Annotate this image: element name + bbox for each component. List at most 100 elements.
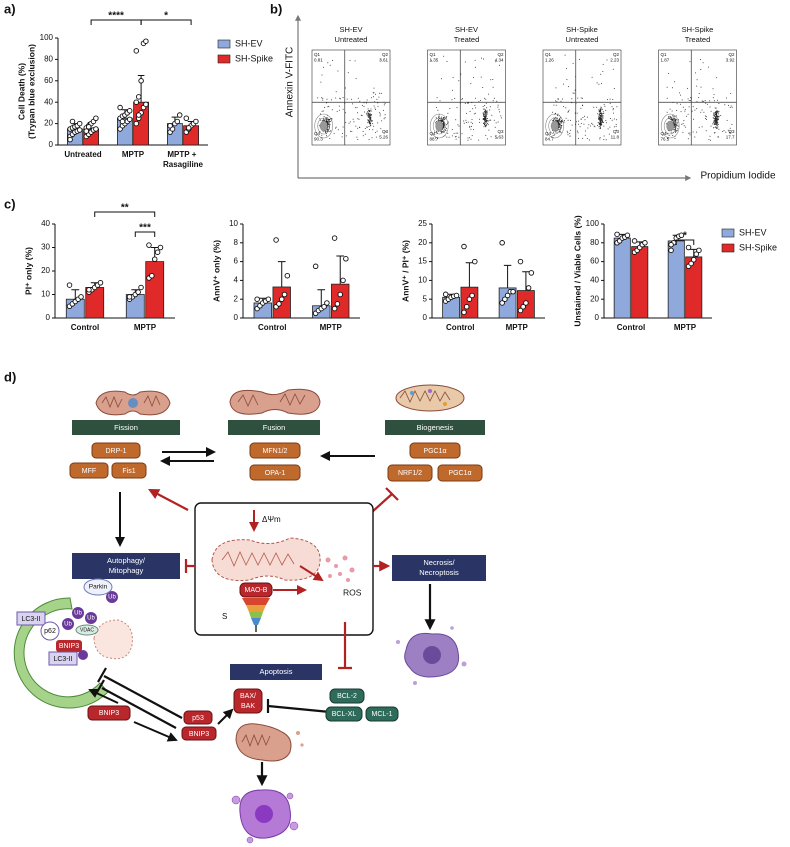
damaged-mitochondrion: [93, 619, 133, 660]
event-dot: [326, 130, 328, 132]
event-dot: [600, 119, 602, 121]
event-dot: [366, 114, 368, 116]
data-point: [517, 258, 524, 265]
arrow: [88, 688, 119, 704]
event-dot: [441, 116, 443, 118]
event-dot: [666, 97, 668, 99]
protein-pill: [181, 726, 217, 741]
event-dot: [600, 126, 601, 128]
x-tick-label: MPTP: [506, 323, 529, 332]
data-point: [149, 272, 155, 279]
event-dot: [694, 109, 696, 111]
data-point: [614, 231, 620, 238]
event-dot: [322, 118, 324, 120]
density-contour: [550, 120, 559, 132]
event-dot: [342, 97, 344, 99]
event-dot: [455, 132, 457, 134]
event-dot: [370, 125, 372, 127]
event-dot: [698, 92, 700, 94]
event-dot: [483, 115, 485, 117]
event-dot: [318, 124, 320, 126]
event-dot: [579, 58, 581, 60]
event-dot: [716, 113, 717, 115]
data-point: [135, 289, 141, 295]
event-dot: [345, 112, 346, 114]
event-dot: [345, 135, 347, 137]
event-dot: [328, 105, 330, 107]
bar: [331, 283, 350, 319]
event-dot: [463, 122, 465, 124]
event-dot: [369, 114, 371, 115]
y-tick-label: 4: [234, 276, 239, 285]
quadrant-name: Q3: [613, 129, 620, 134]
event-dot: [485, 126, 486, 128]
event-dot: [448, 136, 450, 138]
y-tick-label: 20: [44, 119, 53, 128]
event-dot: [599, 119, 601, 121]
significance-label: ***: [139, 223, 151, 234]
event-dot: [469, 110, 471, 112]
event-dot: [438, 119, 439, 120]
event-dot: [700, 111, 702, 113]
y-axis-title: AnnV⁺ only (%): [211, 240, 221, 302]
event-dot: [696, 101, 698, 103]
event-dot: [717, 99, 718, 101]
event-dot: [436, 121, 437, 123]
error-bar: [71, 289, 80, 300]
event-dot: [602, 70, 604, 72]
event-dot: [347, 72, 349, 74]
autophagy-label: Ub: [74, 611, 82, 617]
event-dot: [560, 121, 562, 123]
event-dot: [471, 119, 473, 121]
event-dot: [485, 115, 487, 117]
event-dot: [676, 130, 678, 132]
event-dot: [716, 117, 717, 119]
protein-pill: [365, 706, 399, 722]
arrow: [133, 721, 178, 742]
event-dot: [330, 130, 332, 132]
event-dot: [370, 117, 372, 119]
event-dot: [472, 129, 474, 131]
event-dot: [489, 119, 491, 121]
event-dot: [557, 129, 559, 131]
event-dot: [326, 135, 327, 137]
event-dot: [482, 108, 484, 110]
data-point: [463, 303, 470, 310]
event-dot: [601, 83, 602, 85]
density-contour: [660, 113, 680, 139]
event-dot: [668, 118, 670, 120]
protein-pill: [239, 582, 273, 598]
panel-label: a): [4, 1, 16, 16]
event-dot: [693, 118, 695, 120]
event-dot: [437, 109, 439, 111]
event-dot: [331, 109, 333, 111]
event-dot: [708, 139, 710, 141]
necrotic-cell: [396, 626, 467, 685]
event-dot: [370, 120, 372, 121]
legend-label: SH-EV: [235, 38, 263, 48]
event-dot: [440, 78, 442, 80]
event-dot: [573, 92, 575, 94]
protein-label: MFN1/2: [263, 448, 288, 455]
event-dot: [598, 83, 600, 85]
event-dot: [676, 124, 678, 126]
data-point: [502, 296, 508, 302]
event-dot: [366, 112, 368, 114]
event-dot: [471, 125, 472, 127]
protein-label: BCL-2: [337, 693, 357, 700]
event-dot: [715, 126, 717, 128]
panel-label: d): [4, 369, 16, 384]
event-dot: [560, 127, 562, 129]
mitochondrion-icon: [95, 390, 171, 416]
event-dot: [561, 125, 563, 127]
x-tick-label: Control: [617, 323, 645, 332]
event-dot: [339, 98, 341, 100]
event-dot: [710, 110, 712, 112]
event-dot: [486, 112, 488, 114]
event-dot: [321, 97, 323, 99]
event-dot: [355, 125, 357, 127]
event-dot: [607, 128, 609, 130]
data-point: [312, 263, 319, 270]
event-dot: [451, 135, 453, 137]
data-point: [528, 270, 535, 276]
